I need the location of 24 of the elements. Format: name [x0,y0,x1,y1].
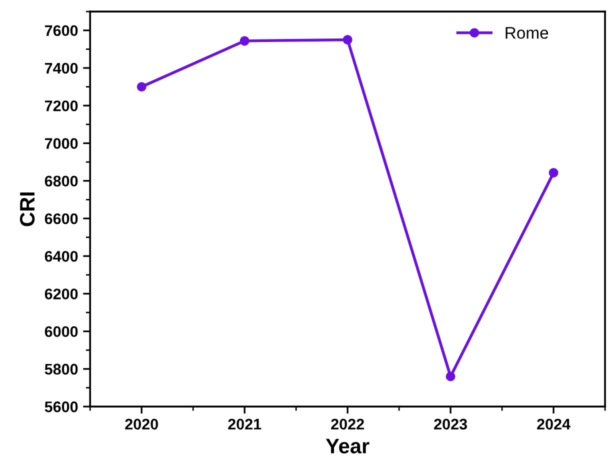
point [136,82,146,92]
x-tick-label: 2023 [434,418,467,430]
point [548,168,558,178]
y-tick-label: 6400 [44,250,78,262]
point [446,372,456,382]
y-tick-label: 5800 [44,364,78,375]
x-tick-label: 2020 [125,418,158,430]
y-tick-label: 6200 [44,288,78,300]
y-axis-title: CRI [20,192,35,226]
x-tick-label: 2022 [331,418,364,430]
y-tick-label: 6000 [44,326,78,338]
x-tick-label: 2021 [228,418,262,430]
y-tick-label: 7600 [44,25,78,36]
x-tick-label: 2024 [537,418,570,430]
y-tick-label: 6800 [44,176,78,187]
y-tick-label: 7400 [44,62,78,74]
legend-label: Rome [506,27,548,39]
x-axis-title: Year [326,438,370,454]
point [240,36,250,46]
y-tick-label: 5600 [44,401,78,412]
y-tick-label: 7200 [44,100,78,112]
y-tick-label: 6600 [44,213,78,224]
point [342,35,352,44]
y-tick-label: 7000 [44,138,78,149]
